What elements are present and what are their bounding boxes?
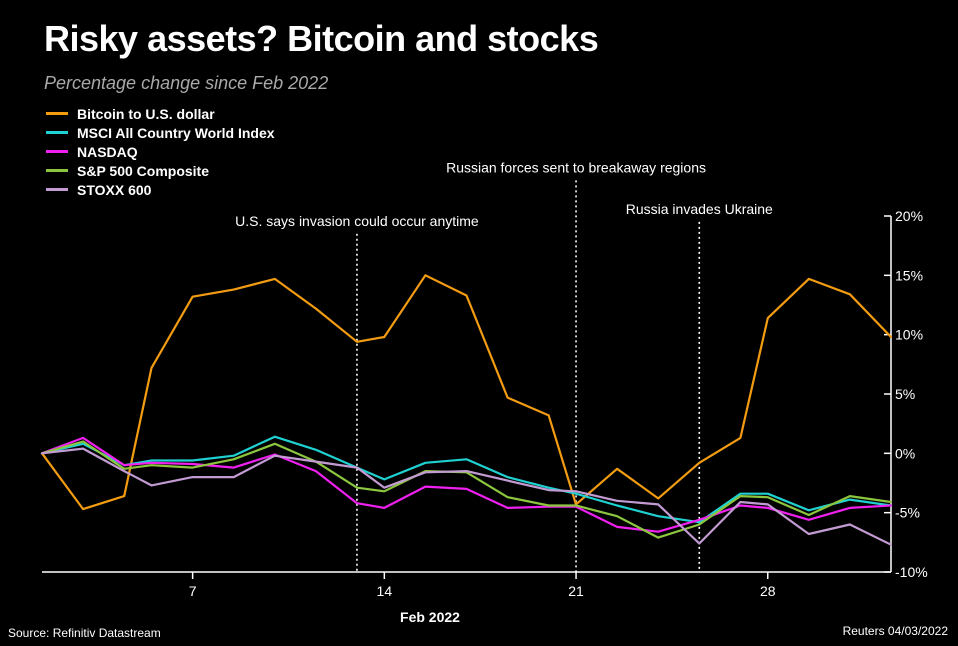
- legend-label: S&P 500 Composite: [77, 162, 210, 179]
- legend-item: Bitcoin to U.S. dollar: [46, 104, 275, 123]
- annotation-label: U.S. says invasion could occur anytime: [235, 213, 479, 229]
- series-line: [40, 447, 893, 546]
- series-line: [40, 440, 893, 539]
- chart-legend: Bitcoin to U.S. dollar MSCI All Country W…: [46, 104, 275, 199]
- series-line: [40, 436, 893, 533]
- x-tick-label: 28: [760, 583, 776, 599]
- y-tick-label: 20%: [895, 208, 923, 224]
- credit-note: Reuters 04/03/2022: [842, 624, 948, 638]
- series-line: [40, 435, 893, 524]
- legend-item: S&P 500 Composite: [46, 161, 275, 180]
- legend-label: STOXX 600: [77, 181, 152, 198]
- annotation-label: Russia invades Ukraine: [626, 201, 773, 217]
- legend-label: Bitcoin to U.S. dollar: [77, 105, 215, 122]
- page-subtitle: Percentage change since Feb 2022: [44, 73, 329, 93]
- y-tick-label: 15%: [895, 267, 923, 283]
- x-tick-label: 21: [568, 583, 584, 599]
- legend-swatch: [46, 150, 68, 153]
- legend-swatch: [46, 131, 68, 134]
- x-tick-label: 14: [377, 583, 393, 599]
- x-axis-label: Feb 2022: [400, 609, 460, 625]
- y-tick-label: 5%: [895, 386, 915, 402]
- y-tick-label: -10%: [895, 564, 928, 580]
- legend-label: NASDAQ: [77, 143, 138, 160]
- page-title: Risky assets? Bitcoin and stocks: [44, 18, 599, 59]
- legend-swatch: [46, 112, 68, 115]
- annotation-label: Russian forces sent to breakaway regions: [446, 159, 706, 175]
- legend-item: STOXX 600: [46, 180, 275, 199]
- legend-label: MSCI All Country World Index: [77, 124, 275, 141]
- series-line: [40, 274, 893, 511]
- legend-swatch: [46, 169, 68, 172]
- y-tick-label: 10%: [895, 327, 923, 343]
- y-tick-label: 0%: [895, 445, 915, 461]
- x-tick-label: 7: [189, 583, 197, 599]
- source-note: Source: Refinitiv Datastream: [8, 626, 161, 640]
- legend-item: NASDAQ: [46, 142, 275, 161]
- y-tick-label: -5%: [895, 505, 920, 521]
- legend-swatch: [46, 188, 68, 191]
- legend-item: MSCI All Country World Index: [46, 123, 275, 142]
